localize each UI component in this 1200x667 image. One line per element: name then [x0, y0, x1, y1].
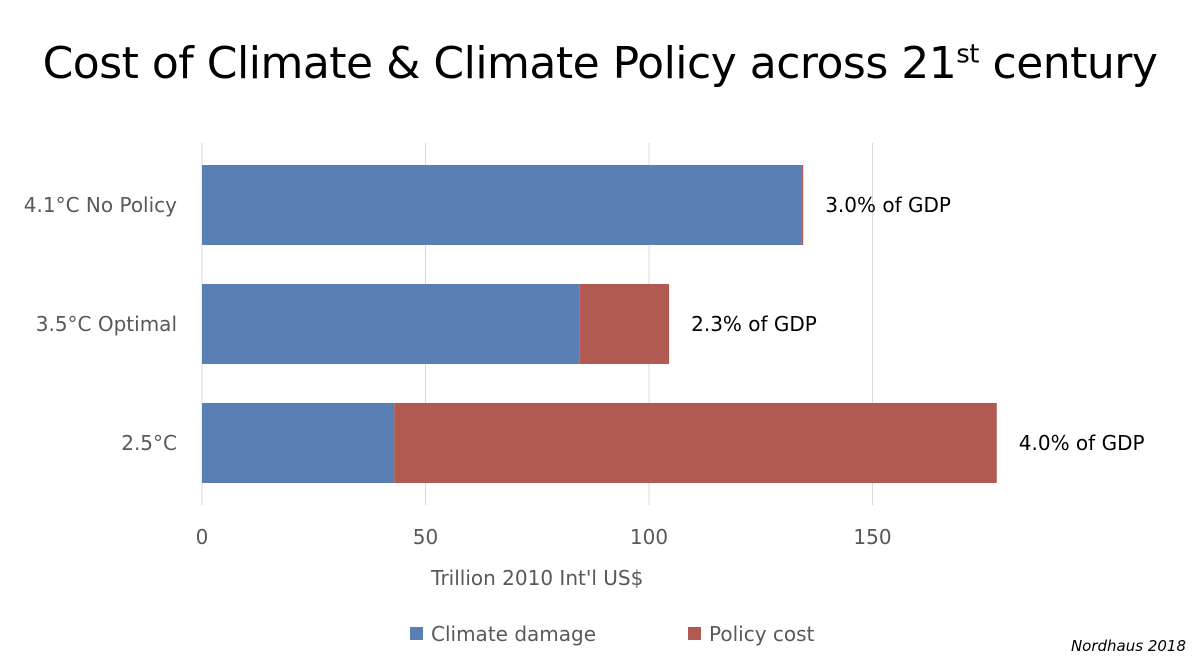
legend-label: Climate damage: [431, 622, 596, 646]
x-tick-label: 100: [630, 525, 668, 549]
bar-climate-damage: [202, 284, 580, 364]
y-category-label: 3.5°C Optimal: [36, 312, 177, 336]
legend-swatch: [410, 627, 423, 640]
bar-policy-cost: [579, 284, 670, 364]
bar-climate-damage: [202, 165, 802, 245]
bar-policy-cost: [801, 165, 804, 245]
chart-title: Cost of Climate & Climate Policy across …: [42, 38, 1158, 89]
source-note: Nordhaus 2018: [1070, 637, 1186, 655]
legend-label: Policy cost: [709, 622, 815, 646]
data-label: 3.0% of GDP: [825, 193, 951, 217]
y-category-label: 2.5°C: [121, 431, 177, 455]
legend-swatch: [688, 627, 701, 640]
x-tick-label: 0: [196, 525, 209, 549]
data-label: 4.0% of GDP: [1019, 431, 1145, 455]
x-tick-label: 150: [853, 525, 891, 549]
x-tick-label: 50: [413, 525, 438, 549]
x-axis-title: Trillion 2010 Int'l US$: [430, 566, 643, 590]
y-category-label: 4.1°C No Policy: [24, 193, 177, 217]
data-label: 2.3% of GDP: [691, 312, 817, 336]
bar-policy-cost: [394, 403, 997, 483]
bar-climate-damage: [202, 403, 395, 483]
